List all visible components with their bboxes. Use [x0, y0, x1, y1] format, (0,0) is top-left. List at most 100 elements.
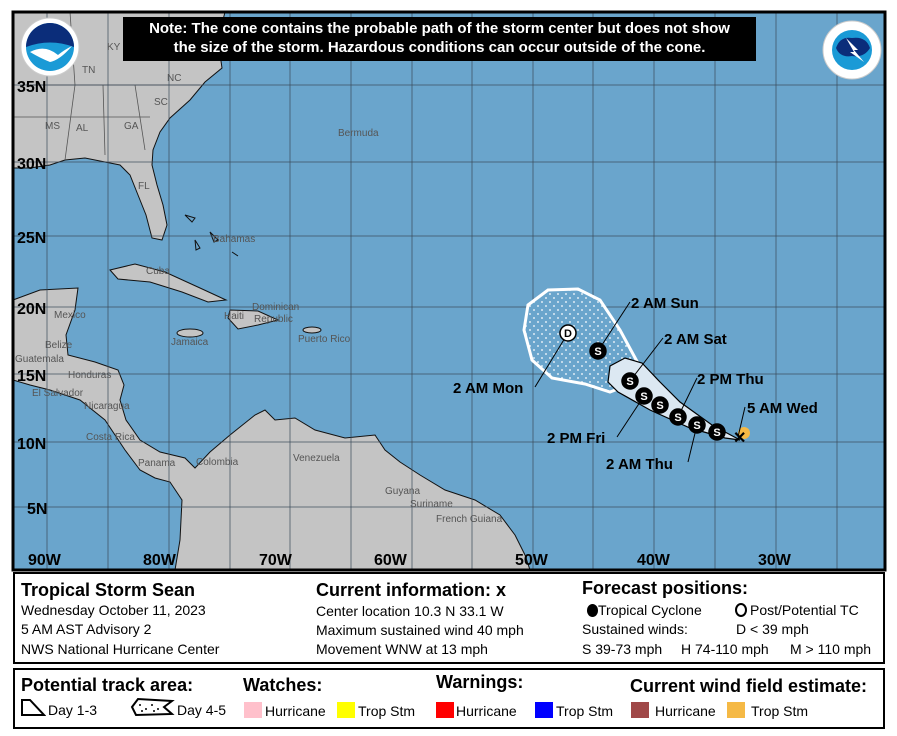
lon-label: 60W [374, 552, 408, 569]
storm-marker [688, 416, 706, 434]
nws-logo [822, 20, 882, 80]
lon-label: 80W [143, 552, 177, 569]
lat-label: 25N [17, 230, 46, 247]
watch-hurricane-swatch [244, 702, 262, 718]
max-wind: Maximum sustained wind 40 mph [316, 622, 524, 638]
center-location: Center location 10.3 N 33.1 W [316, 603, 504, 619]
label-fl: FL [138, 181, 150, 192]
warning-hurricane-label: Hurricane [456, 703, 517, 719]
noaa-logo [20, 17, 80, 77]
depression-marker [559, 324, 577, 342]
info-panel: Tropical Storm Sean Wednesday October 11… [13, 572, 885, 664]
hispaniola [227, 309, 280, 330]
wind-trop-stm-label: Trop Stm [751, 703, 809, 719]
current-info-title: Current information: [316, 580, 491, 600]
lon-label: 40W [637, 552, 671, 569]
label-french-guiana: French Guiana [436, 514, 503, 525]
storm-marker [708, 423, 726, 441]
lon-labels: 90W 80W 70W 60W 50W 40W 30W [28, 552, 792, 569]
lon-label: 50W [515, 552, 549, 569]
watches-title: Watches: [243, 675, 323, 695]
label-cuba: Cuba [146, 266, 170, 277]
label-2pm-fri: 2 PM Fri [547, 430, 605, 447]
label-republic: Republic [254, 314, 293, 325]
lat-label: 20N [17, 301, 46, 318]
warning-hurricane-swatch [436, 702, 454, 718]
day-4-5-label: Day 4-5 [177, 702, 227, 718]
storm-marker [621, 372, 639, 390]
forecast-title: Forecast positions: [582, 578, 749, 598]
yucatan-central-south-america [12, 287, 531, 571]
place-labels: TN KY NC SC MS AL GA FL Bermuda Bahamas … [15, 42, 503, 525]
lat-label: 30N [17, 156, 46, 173]
marker-letter: D [564, 328, 572, 340]
label-nc: NC [167, 73, 181, 84]
lat-label: 15N [17, 368, 46, 385]
label-dominican: Dominican [252, 302, 299, 313]
storm-name: Tropical Storm Sean [21, 580, 196, 600]
tc-label: Tropical Cyclone [598, 602, 702, 618]
legend-panel: Potential track area: Day 1-3 Day 4-5 Wa… [13, 668, 885, 729]
wind-trop-stm-swatch [727, 702, 745, 718]
wind-hurricane-swatch [631, 702, 649, 718]
wind-field-trop-stm [738, 427, 750, 439]
label-belize: Belize [45, 340, 73, 351]
label-2am-mon: 2 AM Mon [453, 380, 523, 397]
marker-letter: S [626, 376, 633, 388]
lon-label: 90W [28, 552, 62, 569]
sustained-winds-label: Sustained winds: [582, 621, 688, 637]
marker-letter: S [674, 412, 681, 424]
label-ms: MS [45, 121, 60, 132]
note-line-1: Note: The cone contains the probable pat… [149, 20, 730, 37]
label-ky: KY [107, 42, 121, 53]
puerto-rico [302, 326, 322, 334]
label-guatemala: Guatemala [15, 354, 64, 365]
label-2pm-thu: 2 PM Thu [697, 371, 764, 388]
label-el-salvador: El Salvador [32, 388, 84, 399]
storm-marker [669, 408, 687, 426]
label-costa-rica: Costa Rica [86, 432, 135, 443]
label-2am-sat: 2 AM Sat [664, 331, 727, 348]
wind-hurricane-label: Hurricane [655, 703, 716, 719]
label-jamaica: Jamaica [171, 337, 209, 348]
s-range: S 39-73 mph [582, 641, 663, 657]
label-al: AL [76, 123, 89, 134]
label-tn: TN [82, 65, 95, 76]
lon-label: 30W [758, 552, 792, 569]
day-1-3-cone-icon [21, 699, 46, 716]
label-guyana: Guyana [385, 486, 420, 497]
bahamas [184, 214, 239, 257]
warning-trop-stm-label: Trop Stm [556, 703, 614, 719]
watch-trop-stm-label: Trop Stm [358, 703, 416, 719]
label-bermuda: Bermuda [338, 128, 379, 139]
post-tc-label: Post/Potential TC [750, 602, 859, 618]
h-range: H 74-110 mph [681, 641, 769, 657]
m-range: M > 110 mph [790, 641, 872, 657]
marker-letter: S [594, 346, 601, 358]
current-position-x-icon: x [496, 580, 507, 600]
lat-label: 10N [17, 436, 46, 453]
day-4-5-cone-icon [130, 697, 175, 717]
lat-labels: 35N 30N 25N 20N 15N 10N 5N [17, 79, 47, 518]
forecast-time-labels: 5 AM Wed 2 AM Thu 2 PM Thu 2 PM Fri 2 AM… [453, 295, 818, 473]
cuba [109, 263, 228, 303]
label-2am-sun: 2 AM Sun [631, 295, 699, 312]
label-venezuela: Venezuela [293, 453, 340, 464]
warnings-title: Warnings: [436, 672, 524, 692]
storm-marker [651, 396, 669, 414]
label-ga: GA [124, 121, 139, 132]
label-5am-wed: 5 AM Wed [747, 400, 818, 417]
watch-hurricane-label: Hurricane [265, 703, 326, 719]
label-bahamas: Bahamas [213, 234, 255, 245]
jamaica [176, 328, 204, 338]
cone-note: Note: The cone contains the probable pat… [123, 17, 756, 61]
note-line-2: the size of the storm. Hazardous conditi… [173, 39, 706, 56]
track-area-title: Potential track area: [21, 675, 194, 695]
label-puerto-rico: Puerto Rico [298, 334, 351, 345]
label-mexico: Mexico [54, 310, 86, 321]
marker-letter: S [656, 400, 663, 412]
storm-marker [635, 387, 653, 405]
marker-letter: S [693, 420, 700, 432]
